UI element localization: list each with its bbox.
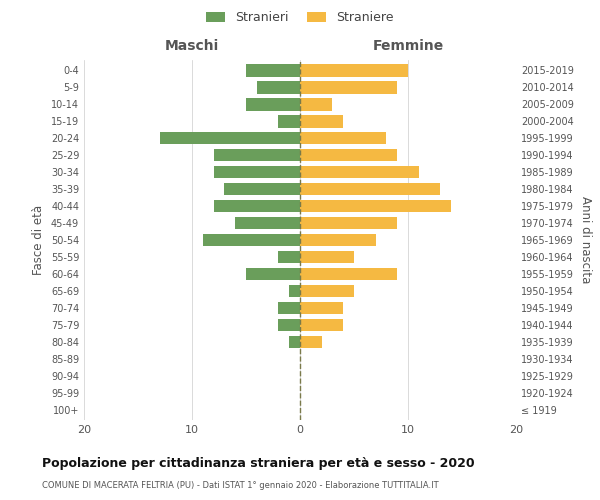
Y-axis label: Fasce di età: Fasce di età — [32, 205, 45, 275]
Bar — [214, 148, 300, 162]
Bar — [224, 182, 300, 196]
Bar — [300, 200, 451, 212]
Bar — [300, 268, 397, 280]
Bar — [160, 132, 300, 144]
Bar — [300, 216, 397, 230]
Bar — [300, 302, 343, 314]
Bar — [300, 81, 397, 94]
Bar — [203, 234, 300, 246]
Bar — [300, 132, 386, 144]
Bar — [246, 268, 300, 280]
Bar — [289, 336, 300, 348]
Bar — [300, 234, 376, 246]
Text: Popolazione per cittadinanza straniera per età e sesso - 2020: Popolazione per cittadinanza straniera p… — [42, 458, 475, 470]
Bar — [278, 115, 300, 128]
Bar — [257, 81, 300, 94]
Bar — [300, 250, 354, 264]
Bar — [300, 336, 322, 348]
Bar — [300, 64, 408, 76]
Bar — [278, 250, 300, 264]
Bar — [300, 182, 440, 196]
Bar — [300, 318, 343, 332]
Bar — [246, 98, 300, 110]
Bar — [289, 284, 300, 298]
Text: Maschi: Maschi — [165, 39, 219, 53]
Text: COMUNE DI MACERATA FELTRIA (PU) - Dati ISTAT 1° gennaio 2020 - Elaborazione TUTT: COMUNE DI MACERATA FELTRIA (PU) - Dati I… — [42, 481, 439, 490]
Bar — [278, 318, 300, 332]
Text: Femmine: Femmine — [373, 39, 443, 53]
Bar — [300, 98, 332, 110]
Bar — [300, 166, 419, 178]
Bar — [235, 216, 300, 230]
Bar — [300, 284, 354, 298]
Y-axis label: Anni di nascita: Anni di nascita — [579, 196, 592, 284]
Bar — [300, 148, 397, 162]
Bar — [246, 64, 300, 76]
Bar — [278, 302, 300, 314]
Bar — [300, 115, 343, 128]
Legend: Stranieri, Straniere: Stranieri, Straniere — [206, 11, 394, 24]
Bar — [214, 166, 300, 178]
Bar — [214, 200, 300, 212]
